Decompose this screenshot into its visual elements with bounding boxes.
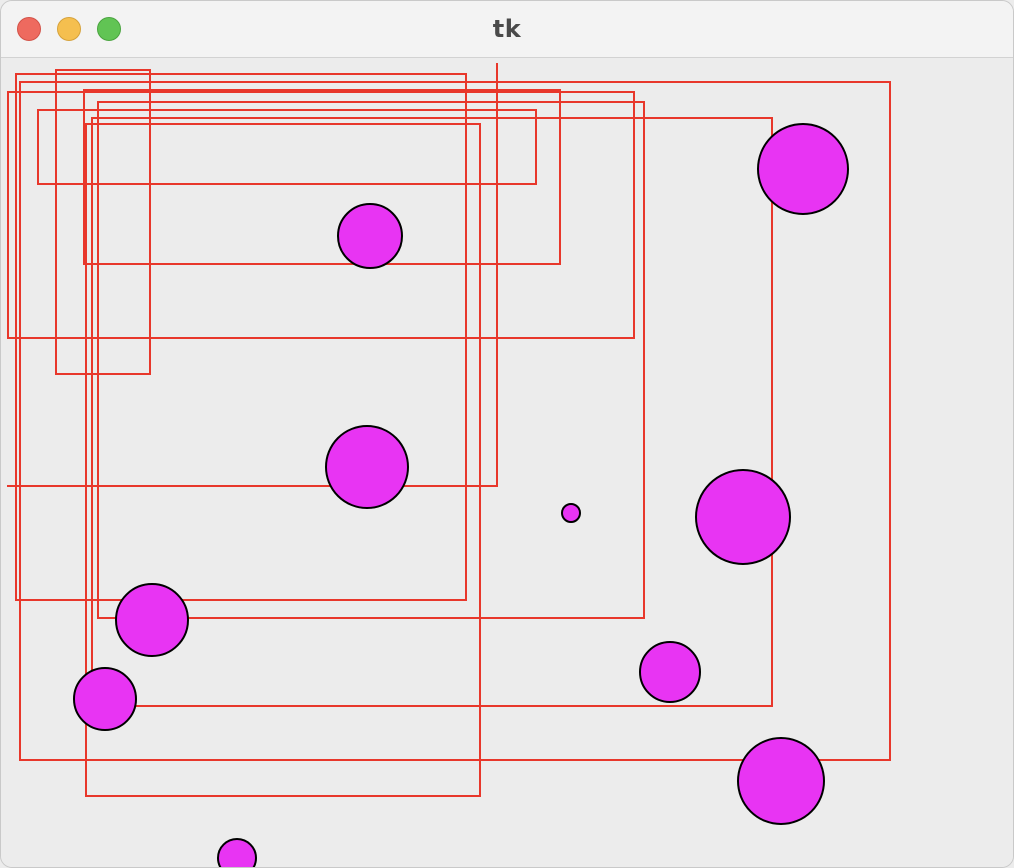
rectangle bbox=[91, 117, 773, 707]
circle bbox=[561, 503, 581, 523]
circle bbox=[217, 838, 257, 867]
circle bbox=[115, 583, 189, 657]
circle bbox=[757, 123, 849, 215]
title-bar[interactable]: tk bbox=[1, 1, 1013, 58]
canvas-svg bbox=[7, 63, 891, 867]
circle bbox=[639, 641, 701, 703]
rectangle bbox=[85, 123, 481, 797]
rectangle bbox=[97, 101, 645, 619]
circle bbox=[73, 667, 137, 731]
circle bbox=[337, 203, 403, 269]
rectangle bbox=[37, 109, 537, 185]
drawing-canvas[interactable] bbox=[1, 58, 1013, 867]
rectangle bbox=[19, 81, 891, 761]
rectangle bbox=[7, 63, 498, 487]
rectangle bbox=[55, 69, 151, 375]
circle bbox=[695, 469, 791, 565]
close-button[interactable] bbox=[17, 17, 41, 41]
minimize-button[interactable] bbox=[57, 17, 81, 41]
rectangle bbox=[7, 91, 635, 339]
rectangle bbox=[83, 89, 561, 265]
circle bbox=[737, 737, 825, 825]
circle bbox=[325, 425, 409, 509]
window-title: tk bbox=[492, 15, 522, 43]
zoom-button[interactable] bbox=[97, 17, 121, 41]
